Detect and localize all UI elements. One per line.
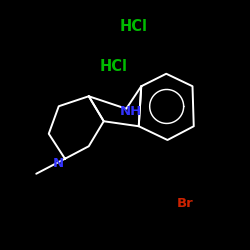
Text: HCl: HCl (120, 19, 148, 34)
Text: N: N (53, 157, 64, 170)
Text: Br: Br (176, 197, 194, 210)
Text: NH: NH (120, 105, 142, 118)
Text: HCl: HCl (100, 59, 128, 74)
